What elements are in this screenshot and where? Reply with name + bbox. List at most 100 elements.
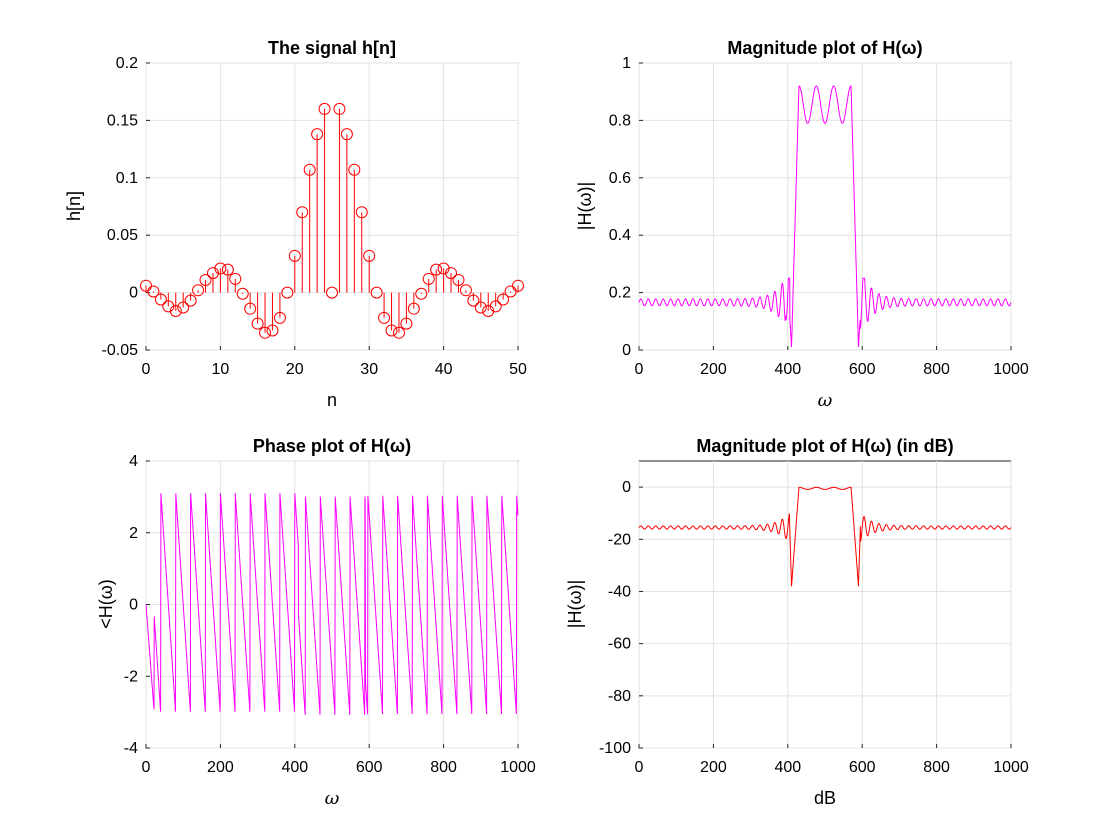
x-tick-label: 200 — [207, 759, 234, 776]
subplot-magnitude-db: 0 200 400 600 800 1000 -100 -80 -60 -40 -20 0 Magni… — [565, 436, 1029, 808]
y-tick-label: -60 — [608, 636, 631, 653]
chart-title: Magnitude plot of H(ω) — [727, 38, 922, 58]
y-tick-label: 1 — [622, 55, 631, 72]
stem-marker — [430, 263, 443, 276]
stem-marker — [370, 286, 383, 299]
stem-marker — [422, 272, 435, 285]
grid — [145, 62, 519, 351]
x-axis-label: ω — [325, 788, 340, 809]
stem-marker — [236, 287, 249, 300]
y-tick-label: 0 — [622, 479, 631, 496]
stem-marker — [437, 262, 450, 275]
stem-marker — [229, 272, 242, 285]
x-tick-label: 600 — [356, 759, 383, 776]
y-tick-label: 4 — [129, 453, 138, 470]
series-line — [145, 493, 519, 715]
x-tick-label: 0 — [142, 361, 151, 378]
subplot-magnitude: 0 200 400 600 800 1000 0 0.2 0.4 0.6 0.8 1 Magnitud… — [575, 38, 1029, 411]
stem-marker — [407, 302, 420, 315]
stem-marker — [504, 285, 517, 298]
line-series — [638, 486, 1012, 587]
stem-marker — [452, 273, 465, 286]
x-tick-label: 600 — [849, 759, 876, 776]
stem-marker — [199, 273, 212, 286]
line-series — [638, 85, 1012, 348]
x-tick-label: 30 — [360, 361, 378, 378]
y-tick-label: 0.8 — [609, 112, 631, 129]
x-tick-label: 800 — [923, 759, 950, 776]
x-axis-label: dB — [814, 788, 836, 808]
x-tick-label: 400 — [774, 361, 801, 378]
x-tick-label: 0 — [635, 361, 644, 378]
ticks: 0 200 400 600 800 1000 0 0.2 0.4 0.6 0.8 1 — [609, 55, 1029, 378]
series-line — [638, 85, 1012, 348]
stem-marker — [266, 324, 279, 337]
y-tick-label: 0 — [622, 342, 631, 359]
stem-marker — [273, 311, 286, 324]
axes-box — [638, 62, 1012, 351]
y-tick-label: 2 — [129, 525, 138, 542]
stem-marker — [162, 300, 175, 313]
stem-marker — [445, 267, 458, 280]
stem-series — [140, 102, 524, 339]
y-axis-label: |H(ω)| — [565, 580, 585, 628]
stem-marker — [363, 249, 376, 262]
stem-marker — [378, 311, 391, 324]
x-tick-label: 1000 — [993, 759, 1029, 776]
stem-marker — [318, 102, 331, 115]
subplot-phase: 0 200 400 600 800 1000 -4 -2 0 2 4 Phase plot of H… — [96, 436, 536, 809]
stem-marker — [303, 163, 316, 176]
y-tick-label: 0.1 — [116, 170, 138, 187]
stem-marker — [348, 163, 361, 176]
y-tick-label: -80 — [608, 688, 631, 705]
y-tick-label: 0 — [129, 285, 138, 302]
stem-marker — [154, 293, 167, 306]
stem-marker — [400, 317, 413, 330]
x-tick-label: 800 — [430, 759, 457, 776]
stem-marker — [497, 293, 510, 306]
x-tick-label: 0 — [635, 759, 644, 776]
stem-marker — [169, 304, 182, 317]
y-tick-label: 0 — [129, 597, 138, 614]
stem-marker — [512, 279, 524, 292]
x-axis-label: ω — [818, 390, 833, 411]
stem-marker — [221, 263, 234, 276]
x-tick-label: 400 — [281, 759, 308, 776]
x-tick-label: 50 — [509, 361, 527, 378]
x-tick-label: 40 — [435, 361, 453, 378]
stem-marker — [251, 317, 264, 330]
y-tick-label: -2 — [124, 668, 138, 685]
stem-marker — [206, 267, 219, 280]
stem-marker — [340, 128, 353, 141]
stem-marker — [192, 284, 205, 297]
stem-marker — [392, 326, 405, 339]
chart-title: The signal h[n] — [268, 38, 396, 58]
series-line — [638, 486, 1012, 587]
x-tick-label: 1000 — [500, 759, 536, 776]
grid — [638, 461, 1012, 749]
x-tick-label: 1000 — [993, 361, 1029, 378]
stem-marker — [311, 128, 324, 141]
stem-marker — [459, 284, 472, 297]
y-axis-label: h[n] — [64, 191, 84, 221]
y-axis-label: <H(ω) — [96, 579, 116, 629]
y-tick-label: -20 — [608, 531, 631, 548]
y-tick-label: -40 — [608, 583, 631, 600]
stem-marker — [326, 286, 338, 299]
stem-marker — [296, 206, 309, 219]
stem-marker — [281, 286, 294, 299]
ticks: 0 200 400 600 800 1000 -4 -2 0 2 4 — [124, 453, 536, 776]
stem-marker — [415, 287, 428, 300]
stem-marker — [177, 301, 190, 314]
x-tick-label: 200 — [700, 759, 727, 776]
chart-title: Magnitude plot of H(ω) (in dB) — [696, 436, 953, 456]
x-tick-label: 200 — [700, 361, 727, 378]
axes-box — [638, 460, 1012, 749]
stem-marker — [288, 249, 301, 262]
stem-marker — [355, 206, 368, 219]
y-tick-label: 0.2 — [609, 285, 631, 302]
x-tick-label: 20 — [286, 361, 304, 378]
x-axis-label: n — [327, 390, 337, 410]
